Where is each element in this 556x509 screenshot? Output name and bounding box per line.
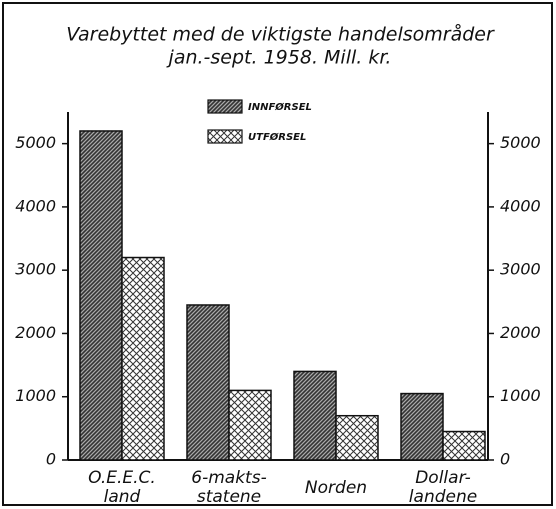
- chart-subtitle: jan.-sept. 1958. Mill. kr.: [166, 47, 392, 69]
- bar: [79, 130, 123, 461]
- chart-title: Varebyttet med de viktigste handelsområd…: [66, 23, 495, 46]
- y-tick-label: 0: [46, 450, 56, 469]
- bar: [293, 370, 337, 461]
- x-tick-label: landene: [409, 487, 477, 507]
- legend-swatch: [207, 129, 243, 144]
- bar: [186, 304, 230, 461]
- x-tick-label: statene: [197, 487, 261, 507]
- y-tick-label-right: 4000: [500, 196, 541, 215]
- bar: [121, 256, 165, 461]
- x-tick-label: land: [104, 487, 141, 507]
- y-tick-label-right: 5000: [500, 133, 541, 152]
- x-tick-label: Norden: [305, 478, 367, 498]
- x-tick-label: Dollar-: [415, 468, 471, 488]
- bar: [335, 414, 379, 461]
- bar: [228, 389, 272, 461]
- y-tick-label: 1000: [15, 386, 56, 405]
- y-tick-label-right: 1000: [500, 386, 541, 405]
- legend-swatch: [207, 99, 243, 114]
- y-tick-label: 3000: [15, 260, 56, 279]
- bar: [442, 430, 486, 461]
- y-tick-label: 5000: [15, 133, 56, 152]
- legend-label: INNFØRSEL: [248, 101, 312, 113]
- x-tick-label: 6-makts-: [191, 468, 266, 488]
- legend-label: UTFØRSEL: [248, 131, 306, 143]
- y-tick-label: 2000: [15, 323, 56, 342]
- y-tick-label-right: 3000: [500, 260, 541, 279]
- y-tick-label: 4000: [15, 196, 56, 215]
- y-tick-label-right: 2000: [500, 323, 541, 342]
- x-tick-label: O.E.E.C.: [88, 468, 156, 488]
- bar: [400, 392, 444, 461]
- y-tick-label-right: 0: [500, 450, 510, 469]
